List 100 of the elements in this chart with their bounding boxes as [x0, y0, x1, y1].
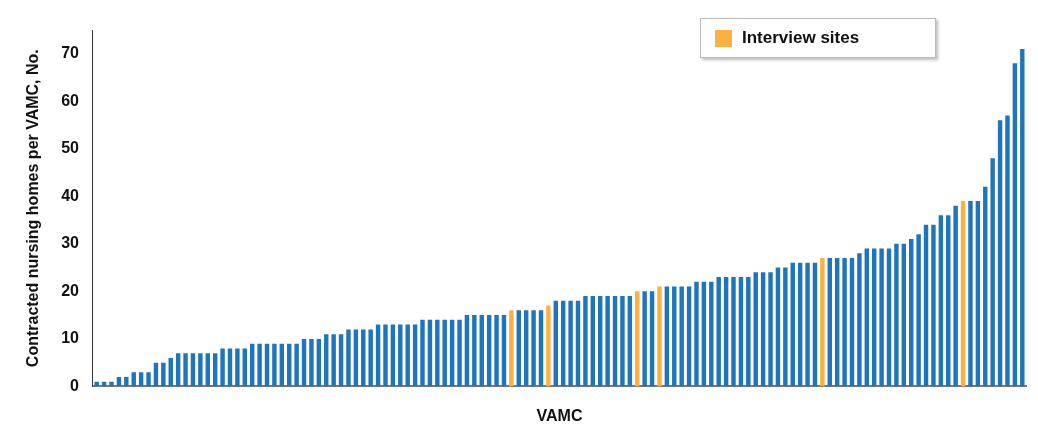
bar [886, 248, 892, 387]
bar [834, 258, 840, 387]
bar [923, 224, 929, 387]
bar [523, 310, 529, 387]
bar [538, 310, 544, 387]
bar [953, 205, 958, 387]
y-tick-label: 50 [61, 139, 80, 157]
bar [227, 348, 233, 387]
bar [738, 277, 744, 387]
bar [620, 296, 625, 387]
bar [701, 281, 707, 387]
bar [272, 343, 277, 387]
bar [486, 315, 492, 387]
bar [583, 296, 588, 387]
x-axis-title: VAMC [536, 406, 583, 424]
bar [894, 243, 899, 387]
bar [220, 348, 225, 387]
bar [242, 348, 248, 387]
bar [509, 310, 514, 387]
bar [871, 248, 877, 387]
bar [679, 286, 684, 387]
bar [398, 324, 403, 387]
bar [420, 319, 425, 387]
bar [109, 381, 114, 387]
bar [694, 281, 699, 387]
bar [975, 201, 981, 387]
y-tick-label: 60 [61, 91, 80, 109]
bar [405, 324, 410, 387]
bar [760, 272, 766, 387]
bar [916, 234, 921, 387]
bar [124, 376, 129, 387]
bar [990, 158, 995, 387]
bar [790, 262, 795, 387]
bar [94, 381, 99, 387]
bar [657, 286, 662, 387]
bar [649, 291, 655, 387]
bar [960, 201, 966, 387]
bar [198, 353, 203, 387]
bar [1012, 63, 1018, 387]
bar [968, 201, 973, 387]
bar [479, 315, 484, 387]
bar [997, 120, 1003, 387]
bar [812, 262, 818, 387]
bar [731, 277, 736, 387]
bar [879, 248, 884, 387]
bar [568, 300, 573, 387]
bar [501, 315, 507, 387]
bar [516, 310, 521, 387]
bar [642, 291, 647, 387]
bar [746, 277, 751, 387]
bar [598, 296, 603, 387]
bar [338, 334, 344, 387]
bar [709, 281, 714, 387]
y-tick-label: 30 [61, 234, 80, 252]
bar [472, 315, 477, 387]
bar [864, 248, 870, 387]
bar [590, 296, 596, 387]
bar [1020, 49, 1025, 387]
bar [946, 215, 951, 387]
bar [368, 329, 373, 387]
bar [494, 315, 499, 387]
y-tick-label: 70 [61, 44, 80, 62]
bar [346, 329, 351, 387]
bar [383, 324, 388, 387]
bar [183, 353, 188, 387]
bar [457, 319, 462, 387]
bar [938, 215, 944, 387]
bar [353, 329, 359, 387]
bar [235, 348, 240, 387]
bar [716, 277, 721, 387]
bar [901, 243, 907, 387]
bar [605, 296, 610, 387]
bar [612, 296, 618, 387]
bar [146, 372, 151, 387]
bar [909, 239, 914, 387]
y-tick-label: 0 [70, 376, 80, 394]
bar [849, 258, 855, 387]
y-axis-title: Contracted nursing homes per VAMC, No. [24, 49, 42, 368]
bar [857, 253, 862, 387]
bar [435, 319, 440, 387]
bar [723, 277, 729, 387]
bar [464, 315, 470, 387]
bar [546, 305, 551, 387]
bar [931, 224, 936, 387]
y-tick-label: 20 [61, 281, 80, 299]
bar [361, 329, 366, 387]
bar [324, 334, 329, 387]
y-tick-label: 40 [61, 186, 80, 204]
bar [827, 258, 832, 387]
bar [309, 338, 314, 387]
bar [842, 258, 847, 387]
bar [768, 272, 773, 387]
legend-label: Interview sites [742, 28, 860, 48]
bar [635, 291, 640, 387]
bar [161, 362, 166, 387]
bar [983, 186, 988, 387]
bar [257, 343, 262, 387]
bar [1005, 115, 1010, 387]
bar [331, 334, 336, 387]
bar [783, 267, 788, 387]
